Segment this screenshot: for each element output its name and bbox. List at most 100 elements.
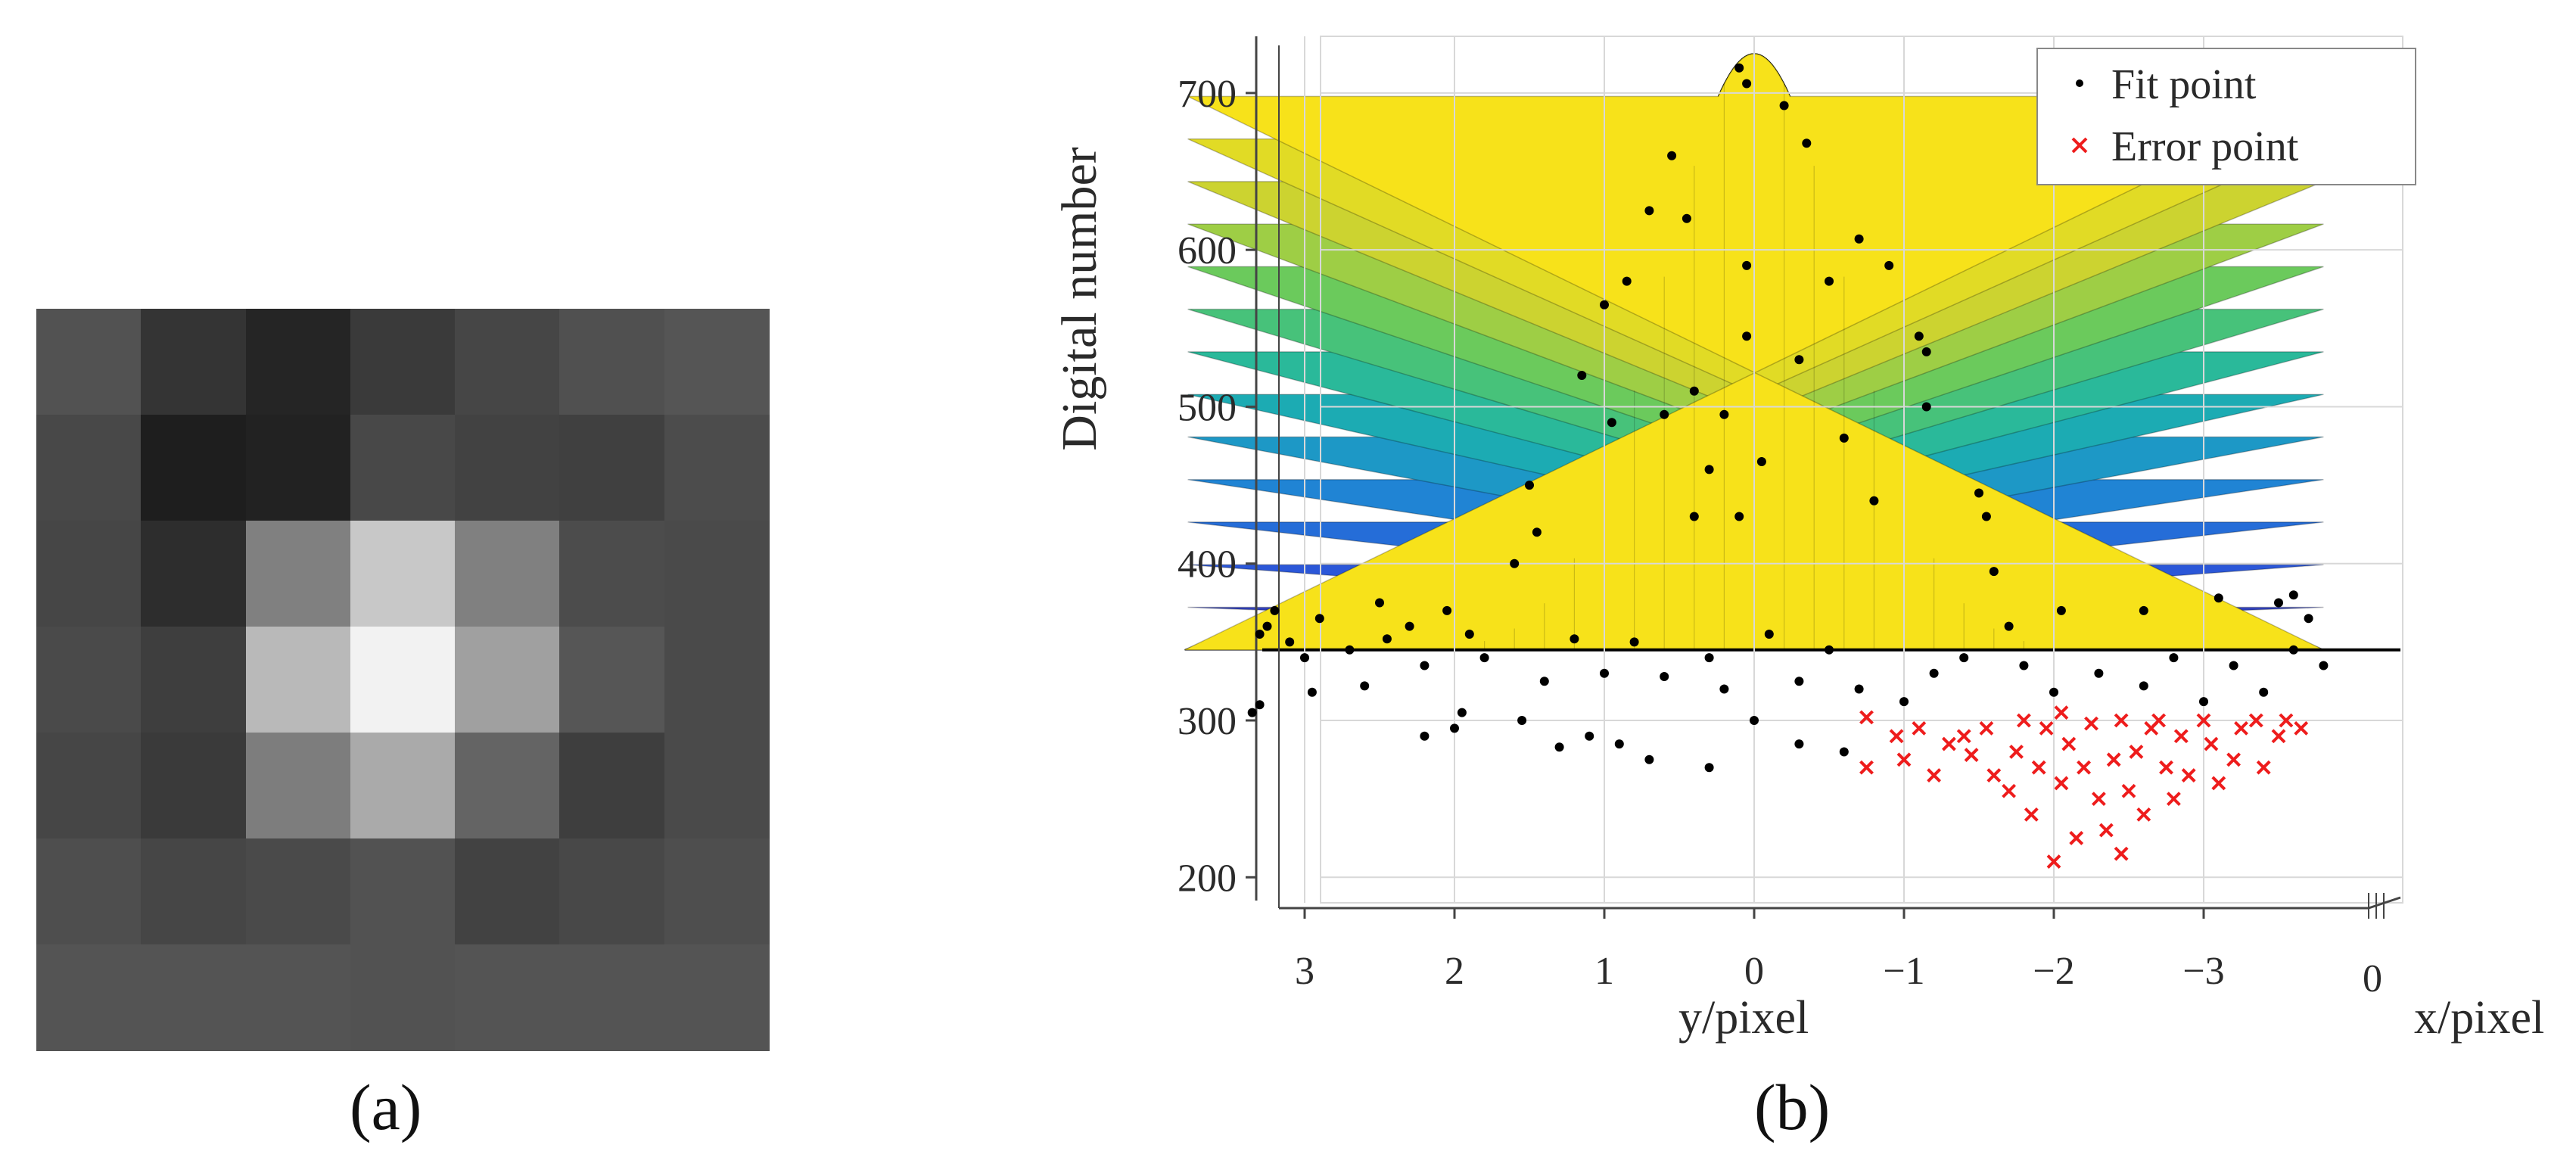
- fit-point: [1921, 402, 1931, 412]
- fit-point: [1742, 260, 1752, 270]
- fit-points: [1247, 63, 2329, 773]
- pixel-cell: [455, 415, 561, 521]
- error-point: [2114, 713, 2129, 728]
- fit-point: [1756, 457, 1766, 466]
- pixel-cell: [664, 309, 770, 415]
- y-tick-label: 1: [1594, 950, 1614, 993]
- error-point: [1912, 720, 1927, 736]
- fit-point: [2094, 668, 2104, 678]
- pixel-cell: [141, 838, 247, 945]
- y-tick-label: −3: [2182, 950, 2224, 993]
- fit-point: [1464, 630, 1474, 639]
- fit-point: [1794, 739, 1804, 749]
- pixel-cell: [36, 944, 142, 1051]
- fit-point: [1420, 731, 1430, 741]
- pixel-cell: [559, 627, 665, 733]
- fit-point: [1719, 409, 1729, 419]
- pixel-cell: [36, 415, 142, 521]
- error-point: [1956, 729, 1971, 744]
- legend: Fit point Error point: [2036, 48, 2416, 185]
- y-tick-label: 2: [1445, 950, 1464, 993]
- error-point: [2136, 807, 2151, 822]
- error-point: [2129, 745, 2144, 759]
- error-points: [1859, 705, 2309, 869]
- pixel-cell: [664, 521, 770, 627]
- fit-point: [1719, 684, 1729, 694]
- error-point: [2098, 823, 2114, 838]
- pixel-cell: [664, 944, 770, 1051]
- error-point: [2016, 713, 2031, 728]
- fit-point: [2139, 605, 2148, 615]
- pixel-cell: [141, 733, 247, 839]
- pixel-cell: [559, 733, 665, 839]
- fit-point: [1525, 481, 1534, 490]
- error-point: [1896, 752, 1912, 767]
- z-tick-label: 700: [1178, 73, 1237, 116]
- error-point: [2159, 760, 2173, 775]
- fit-point: [1539, 677, 1549, 686]
- pixel-cell: [141, 415, 247, 521]
- fit-point: [1825, 645, 1834, 655]
- pixel-cell: [245, 838, 351, 945]
- fit-point: [1914, 331, 1924, 341]
- legend-fit-marker: [2076, 79, 2083, 87]
- pixel-cell: [245, 309, 351, 415]
- fit-point: [2004, 621, 2014, 631]
- legend-error-marker: [2071, 137, 2088, 154]
- fit-point: [1704, 653, 1714, 663]
- fit-point: [1585, 731, 1594, 741]
- fit-point: [1570, 634, 1579, 644]
- caption-b: (b): [1754, 1071, 1831, 1143]
- error-point: [2181, 768, 2196, 782]
- fit-point: [1360, 681, 1370, 691]
- pixel-image: [36, 309, 770, 1051]
- fit-point: [1577, 371, 1587, 380]
- fit-point: [1382, 634, 1392, 644]
- pixel-cell: [141, 309, 247, 415]
- pixel-cell: [559, 415, 665, 521]
- fit-point: [2229, 661, 2238, 670]
- error-point: [2121, 783, 2136, 798]
- fit-point: [1375, 598, 1384, 608]
- fit-point: [1869, 496, 1879, 506]
- fit-point: [1607, 418, 1616, 428]
- error-point: [1986, 768, 2002, 782]
- error-point: [1889, 729, 1904, 744]
- z-tick-label: 200: [1178, 857, 1237, 900]
- pixel-cell: [559, 309, 665, 415]
- fit-point: [1794, 355, 1804, 365]
- z-tick-label: 500: [1178, 386, 1237, 429]
- error-point: [2054, 705, 2069, 720]
- pixel-cell: [36, 521, 142, 627]
- fit-point: [1442, 605, 1452, 615]
- pixel-cell: [36, 733, 142, 839]
- pixel-cell: [455, 627, 561, 733]
- pixel-cell: [455, 521, 561, 627]
- fit-point: [1704, 465, 1714, 474]
- error-point: [1979, 720, 1994, 736]
- fit-point: [2019, 661, 2029, 670]
- pixel-cell: [245, 521, 351, 627]
- fit-point: [1622, 276, 1632, 286]
- fit-point: [1307, 687, 1317, 697]
- pixel-cell: [36, 838, 142, 945]
- error-point: [2061, 736, 2077, 751]
- pixel-cell: [664, 627, 770, 733]
- fit-point: [1981, 512, 1991, 521]
- fit-point: [1479, 653, 1489, 663]
- fit-point: [1959, 653, 1969, 663]
- fit-point: [1510, 558, 1520, 568]
- error-point: [2031, 760, 2046, 775]
- pixel-cell: [455, 733, 561, 839]
- fit-point: [1644, 754, 1654, 764]
- pixel-cell: [350, 944, 456, 1051]
- pixel-cell: [141, 944, 247, 1051]
- fit-point: [1974, 488, 1983, 498]
- fit-point: [1750, 716, 1759, 725]
- error-point: [2173, 729, 2189, 744]
- error-point: [2166, 792, 2181, 807]
- error-point: [2069, 831, 2084, 845]
- plot-back-frame: [1320, 36, 2403, 904]
- error-point: [2151, 713, 2167, 728]
